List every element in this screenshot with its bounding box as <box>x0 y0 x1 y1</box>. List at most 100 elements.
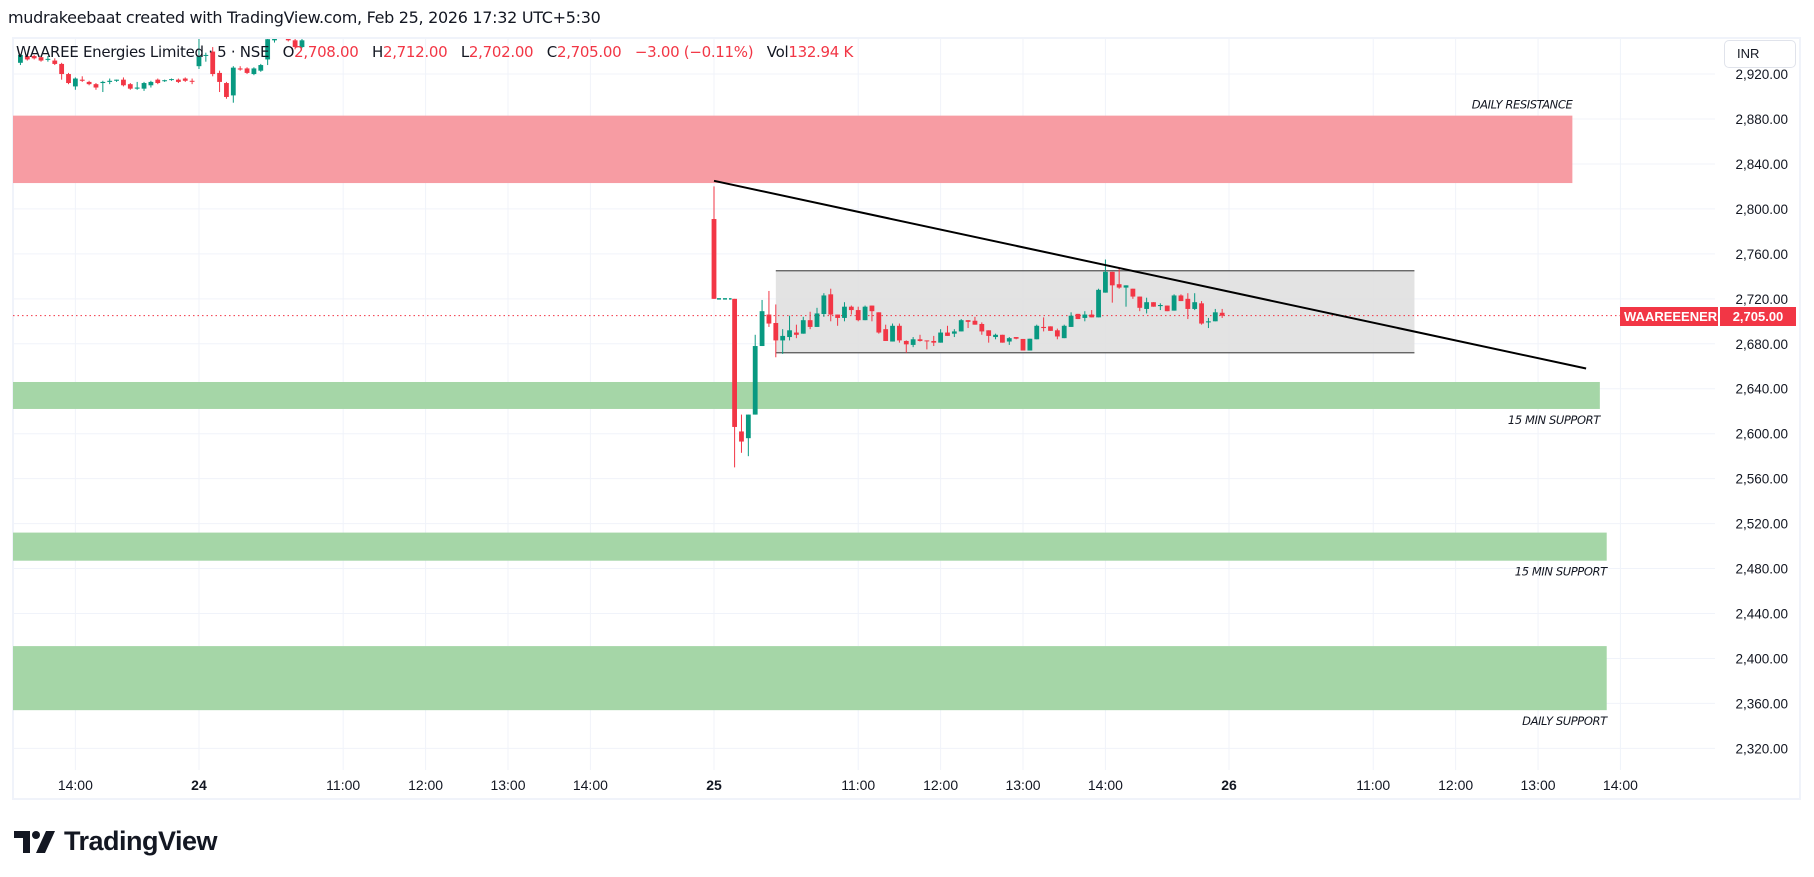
low-value: 2,702.00 <box>468 43 534 61</box>
candle <box>986 330 992 343</box>
candle-body <box>299 40 305 48</box>
candle <box>114 79 119 82</box>
candle-body <box>285 39 291 41</box>
candle-body <box>265 39 271 60</box>
candle <box>1096 288 1101 318</box>
candle-body <box>1171 295 1177 311</box>
candle-body <box>1006 338 1012 342</box>
candle-body <box>752 346 758 415</box>
candle-body <box>1013 337 1019 339</box>
open-label: O <box>282 43 295 61</box>
candle-body <box>162 80 168 82</box>
candle <box>18 53 23 66</box>
support-zone <box>13 532 1607 561</box>
candle-body <box>1116 284 1122 288</box>
candle-body <box>292 40 298 48</box>
candle-body <box>1199 303 1204 324</box>
candle <box>1219 308 1225 318</box>
y-tick-label: 2,880.00 <box>1735 112 1788 127</box>
zone-label: 15 MIN SUPPORT <box>1508 413 1601 427</box>
y-tick-label: 2,520.00 <box>1735 517 1788 532</box>
candle-body <box>794 332 799 335</box>
candle <box>1034 324 1040 340</box>
candle-body <box>828 294 834 315</box>
candle-body <box>1103 271 1108 293</box>
candle-body <box>897 325 902 341</box>
candle <box>835 314 841 326</box>
candle <box>1185 293 1191 320</box>
candle-body <box>107 80 113 82</box>
candle <box>869 305 875 322</box>
candle <box>965 320 971 329</box>
symbol-name[interactable]: WAAREE Energies Limited · 5 · NSE <box>16 43 270 61</box>
candle-body <box>1082 314 1088 318</box>
x-tick-label: 14:00 <box>573 777 608 793</box>
candle <box>903 340 909 353</box>
trendline <box>713 179 1587 370</box>
candle-body <box>1096 289 1101 318</box>
x-tick-label: 11:00 <box>841 777 875 793</box>
candle <box>1006 337 1012 345</box>
zone-label: 15 MIN SUPPORT <box>1515 565 1608 579</box>
candle <box>807 311 813 330</box>
candle-body <box>127 84 133 89</box>
candle-body <box>182 78 188 81</box>
candle-body <box>86 81 92 85</box>
candle <box>1061 324 1067 339</box>
candle-body <box>1000 334 1005 343</box>
candle-body <box>1178 295 1184 302</box>
candle-body <box>272 39 277 41</box>
candle-body <box>258 65 264 71</box>
candle-body <box>958 320 964 332</box>
tradingview-logo[interactable]: TradingView <box>14 826 218 857</box>
candle <box>1130 288 1136 299</box>
candle <box>945 325 950 336</box>
candle-body <box>38 57 44 61</box>
candle <box>910 337 916 348</box>
candle <box>127 83 133 90</box>
candle <box>780 329 786 354</box>
candle-body <box>711 219 717 299</box>
y-tick-label: 2,480.00 <box>1735 562 1788 577</box>
candle-body <box>1061 325 1067 339</box>
candle <box>66 72 71 85</box>
candle <box>787 315 792 341</box>
candle-body <box>224 83 229 97</box>
candle <box>1013 337 1019 340</box>
candle-body <box>134 87 140 89</box>
candle-body <box>1020 338 1026 351</box>
candle <box>217 70 222 93</box>
candle <box>842 302 847 322</box>
y-tick-label: 2,680.00 <box>1735 337 1788 352</box>
candle <box>121 77 126 87</box>
candle <box>45 56 51 62</box>
candle-body <box>1219 312 1225 316</box>
candle <box>292 39 298 50</box>
candle <box>814 307 820 327</box>
candle <box>711 186 717 299</box>
candle-body <box>787 330 792 338</box>
close-value: 2,705.00 <box>556 43 622 61</box>
y-tick-label: 2,560.00 <box>1735 472 1788 487</box>
support-zone <box>13 646 1607 711</box>
candle-body <box>251 68 257 75</box>
candle <box>1089 310 1095 318</box>
candle-body <box>1185 298 1191 309</box>
candle-body <box>217 72 222 82</box>
candle-body <box>739 431 744 442</box>
candle <box>883 324 889 341</box>
candle <box>1109 271 1115 303</box>
candle <box>1027 338 1033 351</box>
currency-button[interactable]: INR <box>1724 40 1796 68</box>
candle <box>237 66 243 71</box>
candle <box>897 323 902 343</box>
candle <box>210 47 216 77</box>
candle-body <box>1041 326 1047 329</box>
candle <box>759 299 765 347</box>
candle <box>1151 302 1156 307</box>
candle <box>1068 312 1074 327</box>
candle-body <box>279 31 284 37</box>
candle-body <box>1144 302 1150 309</box>
y-tick-label: 2,600.00 <box>1735 427 1788 442</box>
